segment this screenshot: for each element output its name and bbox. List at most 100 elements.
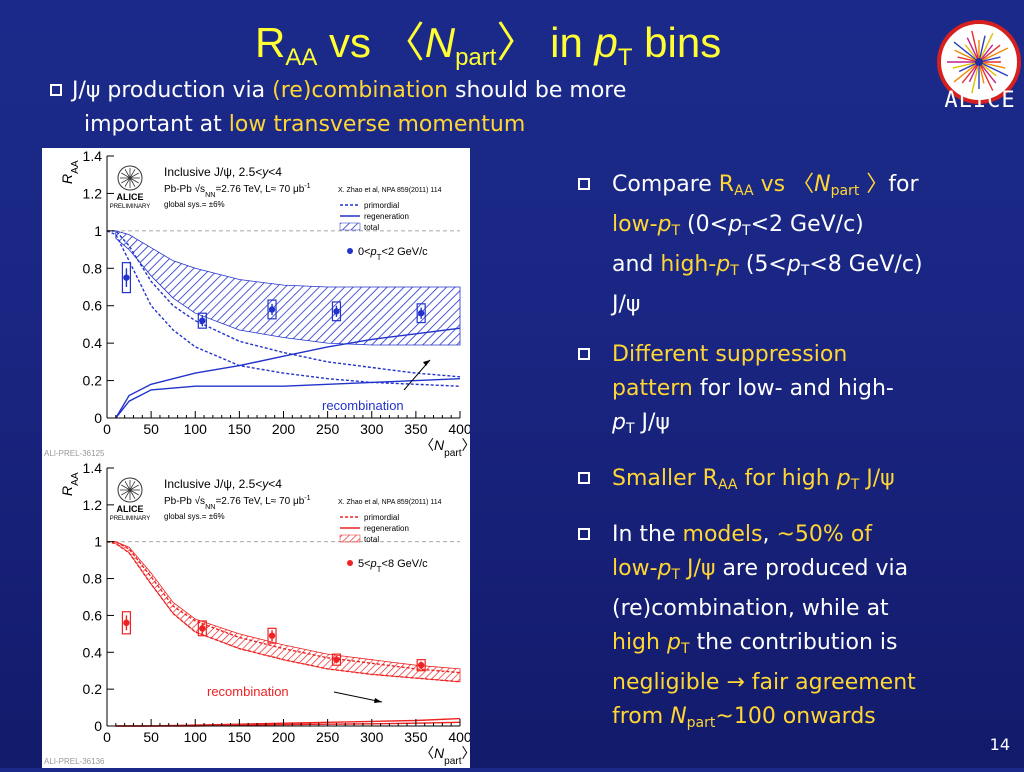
annotation-arrow-head-icon [423,360,430,366]
data-point [121,611,132,635]
y-tick-label: 1 [94,223,102,239]
x-tick-label: 0 [103,421,111,437]
legend-total-swatch [339,534,361,543]
annotation-arrow-line [333,691,383,703]
chart-high-pt: 0 50 100 150 200 250 300 350 400 0 0.2 0.4 0.6 0.8 1 1.… [44,460,476,767]
primordial-curve-lower [106,541,461,683]
y-tick-label: 0.8 [83,571,103,587]
regeneration-curve-upper [115,327,461,419]
legend-regeneration-label: regeneration [364,524,409,533]
y-tick-label: 0.2 [83,681,103,697]
systematic-error-box [121,611,132,635]
x-axis-label: 〈Npart〉 [420,745,470,767]
y-tick-label: 0.6 [83,607,103,623]
y-tick-label: 1.4 [83,460,103,476]
data-point-marker [333,656,340,663]
x-tick-label: 100 [184,421,208,437]
chart-panel-high-pt: 0 50 100 150 200 250 300 350 400 0 0.2 0.4 0.6 0.8 1 1.… [42,460,476,768]
alice-logo-label: ALICE [117,504,144,514]
x-tick-label: 150 [228,421,252,437]
systematic-error-box [331,301,342,322]
recombination-annotation: recombination [322,398,404,413]
data-point-marker [417,661,425,669]
legend-data-label: 0<pT<2 GeV/c [358,246,428,262]
y-tick-label: 0.6 [83,298,103,314]
legend-title: Inclusive J/ψ, 2.5<y<4 [164,165,282,179]
total-model-band [115,230,461,346]
legend-collision-info: Pb-Pb √sNN=2.76 TeV, L≈ 70 μb-1 [164,493,311,511]
x-tick-label: 250 [316,421,340,437]
bullet-compare: Compare RAA vs 〈Npart 〉for low-pT (0<pT<… [578,168,1024,322]
x-tick-label: 300 [360,729,384,745]
legend-primordial-label: primordial [364,201,399,210]
y-tick-label: 0.2 [83,373,103,389]
x-tick-label: 150 [228,729,252,745]
alice-logo-label: ALICE [117,192,144,202]
x-tick-label: 250 [316,729,340,745]
data-point-marker [268,306,276,313]
y-tick-label: 0 [94,410,102,426]
right-bullet-list: Compare RAA vs 〈Npart 〉for low-pT (0<pT<… [578,168,1024,756]
x-tick-label: 100 [184,729,208,745]
primordial-curve-upper [107,230,461,378]
chart-low-pt: 0 50 100 150 200 250 300 350 400 0 0.2 0.4 0.6 0.8 1 1.… [44,148,476,459]
top-bullet-line-1: J/ψ production via (re)combination shoul… [50,74,626,108]
data-point-marker [199,625,206,632]
data-point [267,299,277,320]
systematic-error-box [197,620,207,637]
checkbox-bullet-icon [578,178,590,190]
y-tick-label: 1.4 [83,148,103,164]
alice-preliminary-logo [117,165,143,191]
systematic-error-box [416,303,426,324]
data-point-marker [268,632,276,639]
global-systematics: global sys.= ±6% [164,200,225,209]
x-tick-label: 400 [448,729,470,745]
data-point-marker [417,310,425,317]
data-point [331,653,342,666]
x-axis-label: 〈Npart〉 [420,437,470,459]
x-tick-label: 400 [448,421,470,437]
x-tick-label: 200 [272,729,296,745]
y-tick-label: 1 [94,534,102,550]
systematic-error-box [267,299,277,320]
model-reference: X. Zhao et al, NPA 859(2011) 114 [338,187,442,194]
checkbox-bullet-icon [578,528,590,540]
data-point [416,659,426,672]
slide-title: RAA vs 〈Npart〉 in pT bins [255,19,722,71]
bullet-models: In the models, ~50% of low-pT J/ψ are pr… [578,518,1024,740]
legend-title: Inclusive J/ψ, 2.5<y<4 [164,477,282,491]
data-point-marker [333,308,340,315]
x-tick-label: 200 [272,421,296,437]
systematic-error-box [331,653,342,666]
y-axis-label: RAA [59,160,81,184]
recombination-annotation: recombination [207,684,289,699]
y-tick-label: 1.2 [83,185,103,201]
annotation-arrow-head-icon [374,698,382,703]
systematic-error-box [197,312,207,329]
figure-id: ALI-PREL-36125 [44,449,105,458]
y-tick-label: 0.4 [83,335,103,351]
legend-primordial-label: primordial [364,513,399,522]
alice-logo-icon [937,20,1021,104]
legend-total-swatch [339,222,361,231]
page-number: 14 [989,735,1010,754]
legend-collision-info: Pb-Pb √sNN=2.76 TeV, L≈ 70 μb-1 [164,181,311,199]
x-tick-label: 350 [404,421,428,437]
x-tick-label: 0 [103,729,111,745]
data-point [267,627,277,644]
data-point-marker [123,274,130,281]
alice-preliminary-logo [117,477,143,503]
data-point [121,262,132,294]
data-point [197,312,207,329]
x-tick-label: 50 [143,421,159,437]
y-tick-label: 0 [94,718,102,734]
y-tick-label: 0.8 [83,260,103,276]
data-point-marker [123,619,130,626]
y-tick-label: 0.4 [83,644,103,660]
checkbox-bullet-icon [50,84,62,96]
data-point [416,303,426,324]
figure-id: ALI-PREL-36136 [44,757,105,766]
systematic-error-box [416,659,426,672]
legend-total-label: total [364,535,379,544]
top-bullet-line-2: important at low transverse momentum [84,112,526,137]
